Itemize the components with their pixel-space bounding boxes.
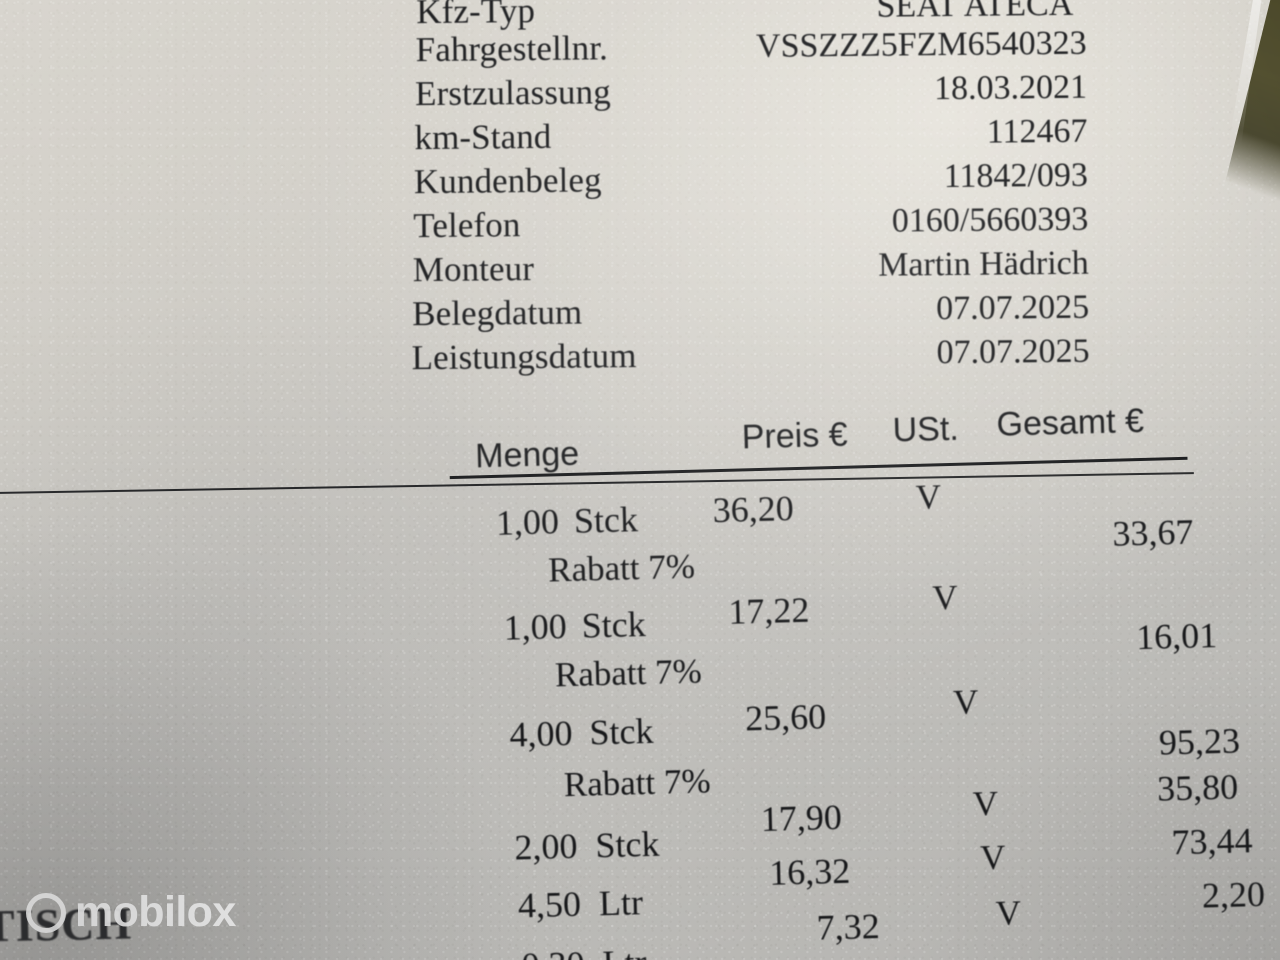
- column-header-ust: USt.: [892, 409, 960, 450]
- info-row-kfz-typ: Kfz-Typ SEAT ATECA: [0, 0, 1278, 31]
- cell-total: 73,44: [1171, 820, 1254, 863]
- info-row-leistungsdatum: Leistungsdatum 07.07.2025: [0, 0, 1278, 378]
- column-header-menge: Menge: [474, 434, 580, 476]
- cell-vat: V: [931, 577, 959, 618]
- cell-unit: Ltr: [602, 941, 647, 960]
- cell-discount: Rabatt 7%: [554, 651, 703, 695]
- cell-price: 25,60: [744, 696, 827, 739]
- cell-total: 2,20: [1201, 873, 1266, 916]
- cell-qty: 1,00: [495, 501, 560, 543]
- circle-ring-icon: [26, 892, 66, 933]
- cell-discount: Rabatt 7%: [547, 546, 696, 590]
- info-row-fahrgestellnr: Fahrgestellnr. VSSZZZ5FZM6540323: [0, 0, 1278, 69]
- cell-discount: Rabatt 7%: [563, 761, 712, 805]
- cell-total: 16,01: [1135, 615, 1218, 658]
- info-row-erstzulassung: Erstzulassung 18.03.2021: [0, 0, 1278, 113]
- label-erstzulassung: Erstzulassung: [414, 72, 611, 114]
- label-monteur: Monteur: [412, 249, 535, 290]
- cell-unit: Stck: [573, 499, 639, 541]
- cell-price: 16,32: [768, 850, 851, 893]
- cell-vat: V: [915, 477, 942, 517]
- cell-vat: V: [972, 783, 999, 824]
- cell-price: 7,32: [816, 906, 881, 948]
- column-header-preis: Preis €: [741, 415, 849, 457]
- cell-price: 17,22: [727, 589, 810, 632]
- cell-unit: Stck: [588, 710, 654, 753]
- value-fahrgestellnr: VSSZZZ5FZM6540323: [755, 24, 1087, 65]
- label-telefon: Telefon: [413, 205, 521, 246]
- value-erstzulassung: 18.03.2021: [933, 68, 1088, 108]
- label-belegdatum: Belegdatum: [411, 292, 583, 334]
- info-row-kundenbeleg: Kundenbeleg 11842/093: [0, 0, 1278, 201]
- value-kundenbeleg: 11842/093: [943, 156, 1089, 196]
- mobilox-watermark: mobilox: [26, 888, 236, 937]
- value-leistungsdatum: 07.07.2025: [936, 332, 1090, 372]
- cell-qty: 1,00: [503, 606, 568, 648]
- value-belegdatum: 07.07.2025: [935, 288, 1090, 328]
- watermark-brand-label: mobilox: [75, 888, 236, 936]
- info-row-km-stand: km-Stand 112467: [0, 0, 1278, 157]
- cell-vat: V: [995, 893, 1022, 933]
- value-telefon: 0160/5660393: [891, 200, 1089, 240]
- label-kfz-typ: Kfz-Typ: [416, 0, 536, 32]
- column-header-gesamt: Gesamt €: [996, 401, 1145, 444]
- value-km-stand: 112467: [986, 112, 1088, 151]
- cell-price: 17,90: [760, 796, 843, 840]
- cell-qty: 4,00: [508, 712, 573, 755]
- info-row-monteur: Monteur Martin Hädrich: [0, 0, 1278, 289]
- cell-total: 35,80: [1156, 766, 1239, 809]
- cell-qty: 4,50: [517, 883, 582, 926]
- cell-total: 33,67: [1111, 511, 1194, 554]
- cell-qty: 2,00: [513, 825, 578, 868]
- cell-unit: Stck: [594, 823, 660, 866]
- info-row-telefon: Telefon 0160/5660393: [0, 0, 1278, 245]
- cell-total: 95,23: [1158, 720, 1241, 763]
- cell-vat: V: [952, 682, 979, 722]
- value-monteur: Martin Hädrich: [878, 244, 1089, 284]
- line-items-table: Menge Preis € USt. Gesamt € 1,00 Stck 36…: [0, 386, 1280, 960]
- info-row-belegdatum: Belegdatum 07.07.2025: [0, 0, 1278, 333]
- label-km-stand: km-Stand: [414, 116, 552, 158]
- label-leistungsdatum: Leistungsdatum: [411, 336, 637, 378]
- cell-unit: Ltr: [598, 882, 644, 924]
- cell-qty: 0,30: [474, 943, 585, 960]
- cell-unit: Stck: [581, 604, 647, 646]
- cell-price: 36,20: [712, 488, 795, 531]
- label-fahrgestellnr: Fahrgestellnr.: [415, 28, 609, 70]
- value-kfz-typ: SEAT ATECA: [876, 0, 1074, 25]
- label-kundenbeleg: Kundenbeleg: [413, 160, 602, 202]
- vehicle-info-block: Kfz-Typ SEAT ATECA Fahrgestellnr. VSSZZZ…: [0, 0, 1280, 386]
- cell-vat: V: [979, 837, 1007, 878]
